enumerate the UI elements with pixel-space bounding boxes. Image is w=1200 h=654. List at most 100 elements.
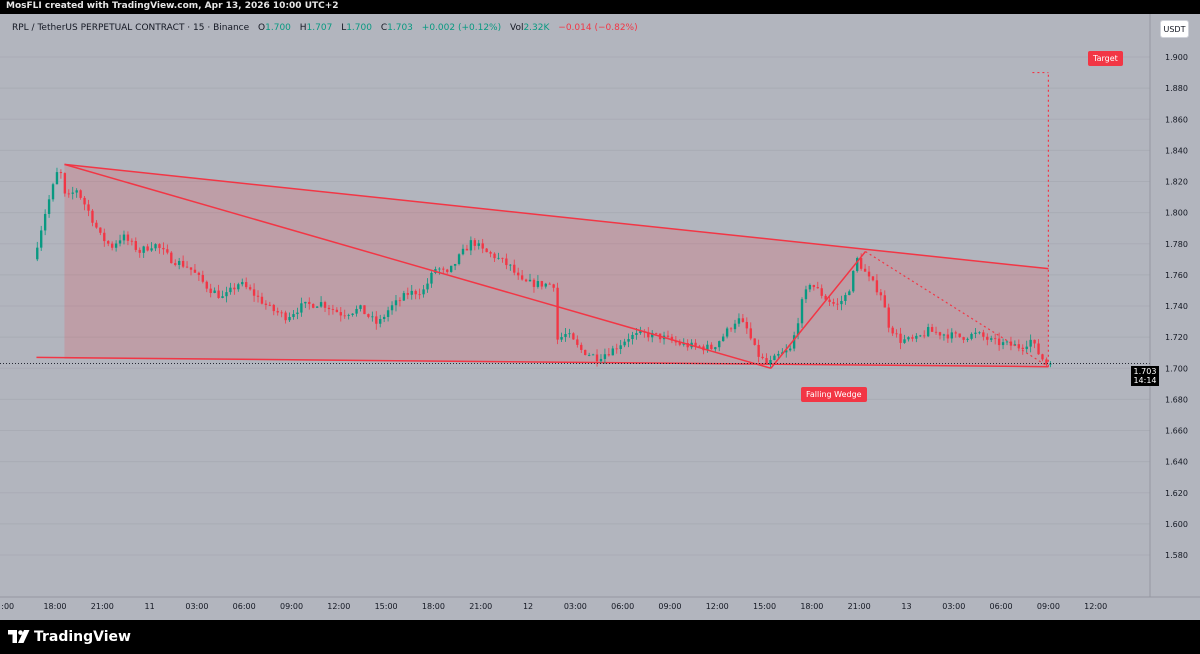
time-tick-label: :00 (1, 602, 14, 611)
candle-body (442, 268, 445, 270)
price-tick-label: 1.840 (1165, 146, 1188, 155)
candle-body (536, 281, 540, 287)
time-tick-label: 12:00 (706, 602, 729, 611)
candle-body (79, 190, 82, 198)
candle-body (1045, 359, 1048, 365)
candle-body (288, 317, 291, 321)
close-value: 1.703 (387, 23, 413, 33)
symbol-legend: RPL / TetherUS PERPETUAL CONTRACT · 15 ·… (12, 23, 638, 33)
candle-body (402, 293, 406, 301)
time-axis[interactable]: :00 18:00 21:00 11 03:00 06:00 09:00 12:00 15:00… (0, 596, 1200, 611)
candle-body (382, 316, 386, 319)
pattern-lines[interactable] (0, 71, 1150, 369)
price-axis[interactable]: 1.580 1.600 1.620 1.640 1.660 1.680 1.700 1.720… (1149, 14, 1200, 597)
candle-body (36, 247, 39, 260)
candle-body (497, 257, 500, 259)
candle-body (252, 289, 256, 296)
candle-body (725, 328, 729, 337)
time-tick-label: 15:00 (375, 602, 398, 611)
currency-button[interactable]: USDT (1160, 20, 1189, 38)
candle-body (568, 333, 571, 335)
candle-body (122, 234, 126, 241)
candle-body (142, 246, 145, 253)
time-tick-label: 18:00 (422, 602, 445, 611)
candle-body (245, 282, 248, 288)
time-tick-label: 21:00 (469, 602, 492, 611)
candle-body (256, 295, 260, 297)
candle-body (844, 295, 847, 301)
open-value: 1.700 (265, 23, 291, 33)
target-label[interactable]: Target (1088, 51, 1123, 66)
candle-body (229, 287, 232, 293)
candle-body (162, 247, 165, 250)
candle-body (883, 295, 886, 308)
price-tick-label: 1.600 (1165, 520, 1188, 529)
candlestick-series (36, 167, 1052, 368)
candle-body (753, 338, 756, 345)
candle-body (1049, 363, 1052, 365)
symbol-name: RPL / TetherUS PERPETUAL CONTRACT · 15 ·… (12, 23, 250, 33)
candle-body (189, 267, 193, 270)
time-tick-label: 15:00 (753, 602, 776, 611)
candle-body (398, 300, 402, 302)
candle-body (915, 335, 918, 339)
tradingview-logo[interactable]: TradingView (8, 627, 131, 647)
candle-body (477, 243, 480, 246)
candle-body (453, 264, 457, 266)
wedge-upper-line (64, 163, 1049, 270)
candle-body (800, 299, 804, 324)
tradingview-wordmark: TradingView (34, 629, 131, 645)
candle-body (698, 345, 701, 347)
candle-body (852, 270, 855, 292)
candle-body (107, 241, 110, 244)
candle-body (505, 258, 508, 266)
candle-body (323, 302, 327, 308)
candle-body (627, 339, 630, 342)
candle-body (761, 356, 764, 359)
grid (0, 56, 1150, 556)
falling-wedge-label[interactable]: Falling Wedge (801, 387, 867, 402)
candle-body (923, 335, 926, 337)
candle-body (181, 260, 185, 267)
candle-body (789, 348, 792, 351)
candle-body (91, 210, 94, 223)
candle-body (595, 354, 599, 362)
candle-body (99, 227, 102, 233)
candle-body (449, 265, 453, 272)
candle-body (769, 360, 772, 364)
candle-body (859, 258, 863, 269)
candle-body (347, 314, 350, 316)
candle-body (414, 290, 417, 295)
candle-body (615, 348, 618, 350)
price-tick-label: 1.860 (1165, 115, 1188, 124)
time-tick-label: 18:00 (800, 602, 823, 611)
price-tick-label: 1.900 (1165, 53, 1188, 62)
candle-body (394, 300, 398, 306)
volume-change-value: −0.014 (−0.82%) (558, 23, 638, 33)
candle-body (343, 315, 346, 317)
candle-body (587, 354, 591, 356)
candle-body (631, 334, 634, 340)
candle-body (548, 283, 551, 285)
low-value: 1.700 (346, 23, 372, 33)
candle-body (895, 333, 898, 335)
candle-body (966, 338, 969, 340)
candle-body (765, 358, 768, 364)
candle-body (1025, 346, 1028, 350)
candle-body (993, 338, 997, 340)
candle-body (304, 301, 307, 304)
low-label: L (341, 23, 347, 33)
candle-body (166, 249, 169, 253)
candle-body (465, 248, 469, 251)
candle-body (867, 271, 871, 277)
candle-body (260, 296, 264, 304)
candle-body (390, 305, 394, 311)
candle-body (315, 306, 319, 308)
price-chart[interactable]: 1.580 1.600 1.620 1.640 1.660 1.680 1.700 1.720… (0, 14, 1200, 620)
candle-body (970, 333, 973, 339)
candle-body (556, 287, 559, 340)
candle-body (552, 284, 555, 288)
price-tick-label: 1.660 (1165, 427, 1188, 436)
candle-body (654, 332, 658, 334)
candle-body (327, 307, 331, 310)
